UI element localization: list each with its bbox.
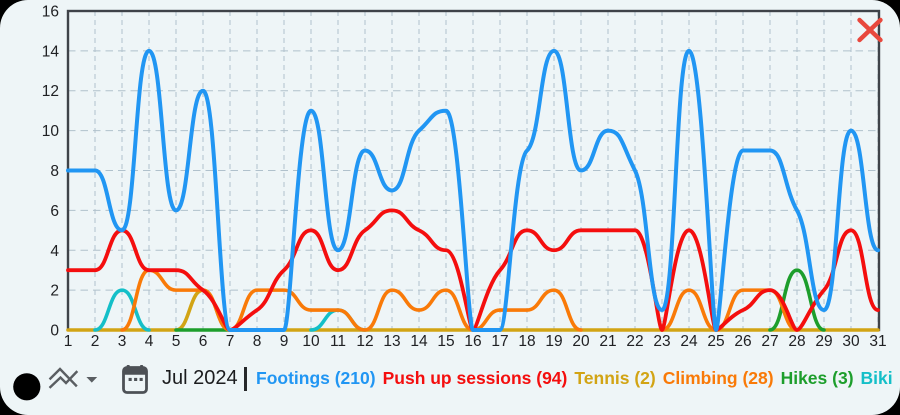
svg-text:13: 13: [383, 333, 400, 350]
svg-text:10: 10: [42, 123, 60, 140]
svg-text:6: 6: [199, 333, 208, 350]
svg-text:4: 4: [145, 333, 154, 350]
svg-text:10: 10: [302, 333, 320, 350]
svg-text:20: 20: [572, 333, 590, 350]
svg-text:8: 8: [50, 163, 59, 180]
svg-text:2: 2: [50, 283, 59, 300]
svg-text:12: 12: [42, 83, 59, 100]
svg-text:12: 12: [356, 333, 373, 350]
svg-text:16: 16: [464, 333, 481, 350]
svg-text:24: 24: [680, 333, 698, 350]
svg-text:21: 21: [599, 333, 616, 350]
svg-text:14: 14: [42, 43, 60, 60]
svg-text:8: 8: [253, 333, 262, 350]
svg-text:30: 30: [842, 333, 860, 350]
svg-text:3: 3: [118, 333, 127, 350]
svg-text:15: 15: [437, 333, 454, 350]
svg-text:25: 25: [707, 333, 724, 350]
svg-text:27: 27: [761, 333, 778, 350]
svg-text:5: 5: [172, 333, 181, 350]
svg-text:6: 6: [50, 203, 59, 220]
svg-text:26: 26: [734, 333, 751, 350]
svg-text:7: 7: [226, 333, 235, 350]
svg-text:4: 4: [50, 243, 59, 260]
svg-text:9: 9: [280, 333, 289, 350]
svg-text:29: 29: [815, 333, 832, 350]
svg-text:18: 18: [518, 333, 535, 350]
svg-text:28: 28: [788, 333, 805, 350]
svg-text:14: 14: [410, 333, 428, 350]
svg-text:11: 11: [330, 333, 346, 350]
svg-text:1: 1: [64, 333, 73, 350]
svg-text:23: 23: [653, 333, 670, 350]
svg-text:2: 2: [91, 333, 100, 350]
svg-text:16: 16: [42, 4, 59, 21]
svg-text:17: 17: [491, 333, 508, 350]
svg-text:22: 22: [626, 333, 643, 350]
svg-text:19: 19: [545, 333, 562, 350]
svg-text:31: 31: [869, 333, 886, 350]
svg-text:0: 0: [50, 323, 59, 340]
